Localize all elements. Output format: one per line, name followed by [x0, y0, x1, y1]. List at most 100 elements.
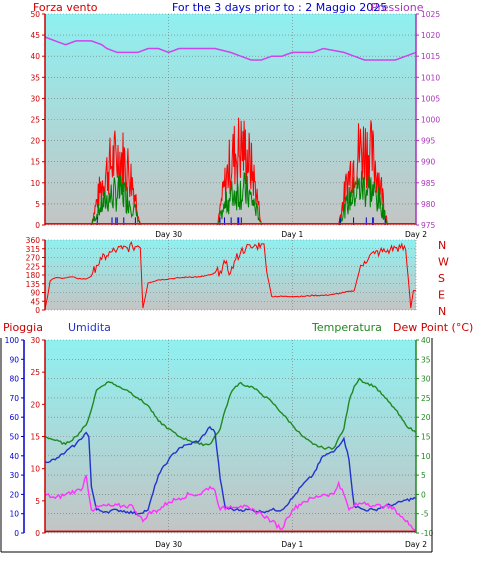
temperature-tick-label: 35	[421, 355, 431, 364]
wind-gust-series	[338, 120, 389, 226]
rain-tick-label: 10	[30, 465, 40, 474]
direction-tick-label: 0	[35, 306, 40, 315]
wind-speed-title: Forza vento	[33, 1, 98, 14]
wind-average-series	[90, 174, 141, 226]
humidity-tick-label: 50	[9, 433, 19, 442]
pressure-tick-label: 1005	[421, 94, 440, 103]
wind-gust-series	[90, 130, 141, 226]
direction-tick-label: 135	[26, 280, 41, 289]
direction-grid	[45, 239, 417, 311]
rain-tick-label: 5	[35, 497, 40, 506]
wind-axes: 0510152025303540455097598098599099510001…	[30, 10, 440, 239]
wind-speed-tick-label: 20	[30, 137, 40, 146]
temperature-tick-label: 25	[421, 394, 431, 403]
wind-speed-tick-label: 0	[35, 221, 40, 230]
dewpoint-label: Dew Point (°C)	[393, 321, 473, 334]
rain-label: Pioggia	[3, 321, 43, 334]
pressure-title: Pressione	[371, 1, 424, 14]
temperature-label: Temperatura	[311, 321, 382, 334]
temperature-tick-label: 40	[421, 336, 431, 345]
pressure-tick-label: 1020	[421, 31, 440, 40]
temperature-series	[44, 377, 417, 533]
temperature-axes: 0 10 20 30 40 50 60 70 80 90 100 0 5 10 15 20 25 30 -10 -5 0…	[5, 336, 434, 549]
direction-series	[44, 241, 416, 310]
dewpoint-line	[44, 474, 417, 531]
temperature-tick-label: -5	[421, 510, 429, 519]
direction-tick-label: 270	[26, 254, 41, 263]
humidity-tick-label: 20	[9, 490, 19, 499]
humidity-tick-label: 60	[9, 413, 19, 422]
wind-speed-tick-label: 35	[30, 73, 40, 82]
compass-letter: N	[438, 305, 446, 318]
wind-pressure-panel: 0510152025303540455097598098599099510001…	[30, 10, 440, 239]
direction-tick-label: 90	[30, 289, 40, 298]
rain-tick-label: 15	[30, 433, 40, 442]
wind-speed-tick-label: 30	[30, 94, 40, 103]
direction-tick-label: 45	[30, 297, 40, 306]
direction-tick-label: 225	[26, 262, 41, 271]
wind-speed-tick-label: 25	[30, 116, 40, 125]
compass-letter: W	[438, 256, 449, 269]
wind-speed-tick-label: 5	[35, 200, 40, 209]
humidity-label: Umidita	[68, 321, 111, 334]
temperature-tick-label: 20	[421, 413, 431, 422]
pressure-tick-label: 985	[421, 179, 436, 188]
pressure-tick-label: 975	[421, 221, 436, 230]
wind-speed-tick-label: 45	[30, 31, 40, 40]
compass-letter: E	[438, 289, 445, 302]
wind-gust-series	[217, 117, 262, 226]
pressure-tick-label: 980	[421, 200, 436, 209]
pressure-tick-label: 1015	[421, 52, 440, 61]
rain-tick-label: 0	[35, 529, 40, 538]
humidity-tick-label: 0	[14, 529, 19, 538]
pressure-line	[44, 36, 417, 61]
compass-letter: N	[438, 239, 446, 252]
wind-bars	[45, 117, 416, 226]
humidity-tick-label: 30	[9, 471, 19, 480]
humidity-tick-label: 100	[5, 336, 20, 345]
humidity-tick-label: 90	[9, 355, 19, 364]
humidity-tick-label: 40	[9, 452, 19, 461]
temperature-humidity-panel: 0 10 20 30 40 50 60 70 80 90 100 0 5 10 15 20 25 30 -10 -5 0…	[5, 336, 434, 549]
pressure-series	[44, 36, 417, 61]
humidity-tick-label: 80	[9, 375, 19, 384]
temperature-line	[44, 377, 417, 451]
wind-speed-tick-label: 10	[30, 179, 40, 188]
direction-tick-label: 360	[26, 236, 41, 245]
rain-tick-label: 25	[30, 368, 40, 377]
temperature-tick-label: 0	[421, 490, 426, 499]
x-tick-label: Day 1	[281, 230, 303, 239]
x-tick-label: Day 2	[405, 540, 427, 549]
temperature-tick-label: -10	[421, 529, 433, 538]
temperature-tick-label: 30	[421, 375, 431, 384]
x-tick-label: Day 30	[155, 540, 182, 549]
x-tick-label: Day 2	[405, 230, 427, 239]
temperature-tick-label: 5	[421, 471, 426, 480]
chart-period-title: For the 3 days prior to : 2 Maggio 2025	[172, 1, 387, 14]
x-tick-label: Day 30	[155, 230, 182, 239]
wind-average-series	[338, 170, 389, 226]
wind-speed-tick-label: 15	[30, 158, 40, 167]
rain-tick-label: 20	[30, 400, 40, 409]
temperature-tick-label: 15	[421, 433, 431, 442]
humidity-tick-label: 10	[9, 510, 19, 519]
humidity-tick-label: 70	[9, 394, 19, 403]
pressure-tick-label: 1010	[421, 73, 440, 82]
wind-speed-tick-label: 50	[30, 10, 40, 19]
rain-tick-label: 30	[30, 336, 40, 345]
pressure-tick-label: 1025	[421, 10, 440, 19]
wind-average-series	[217, 171, 262, 226]
pressure-tick-label: 990	[421, 158, 436, 167]
wind-speed-tick-label: 40	[30, 52, 40, 61]
direction-tick-label: 315	[26, 245, 41, 254]
temperature-tick-label: 10	[421, 452, 431, 461]
pressure-tick-label: 995	[421, 137, 436, 146]
compass-letter: S	[438, 272, 445, 285]
direction-tick-label: 180	[26, 271, 41, 280]
x-tick-label: Day 1	[281, 540, 303, 549]
wind-direction-line	[44, 241, 416, 310]
